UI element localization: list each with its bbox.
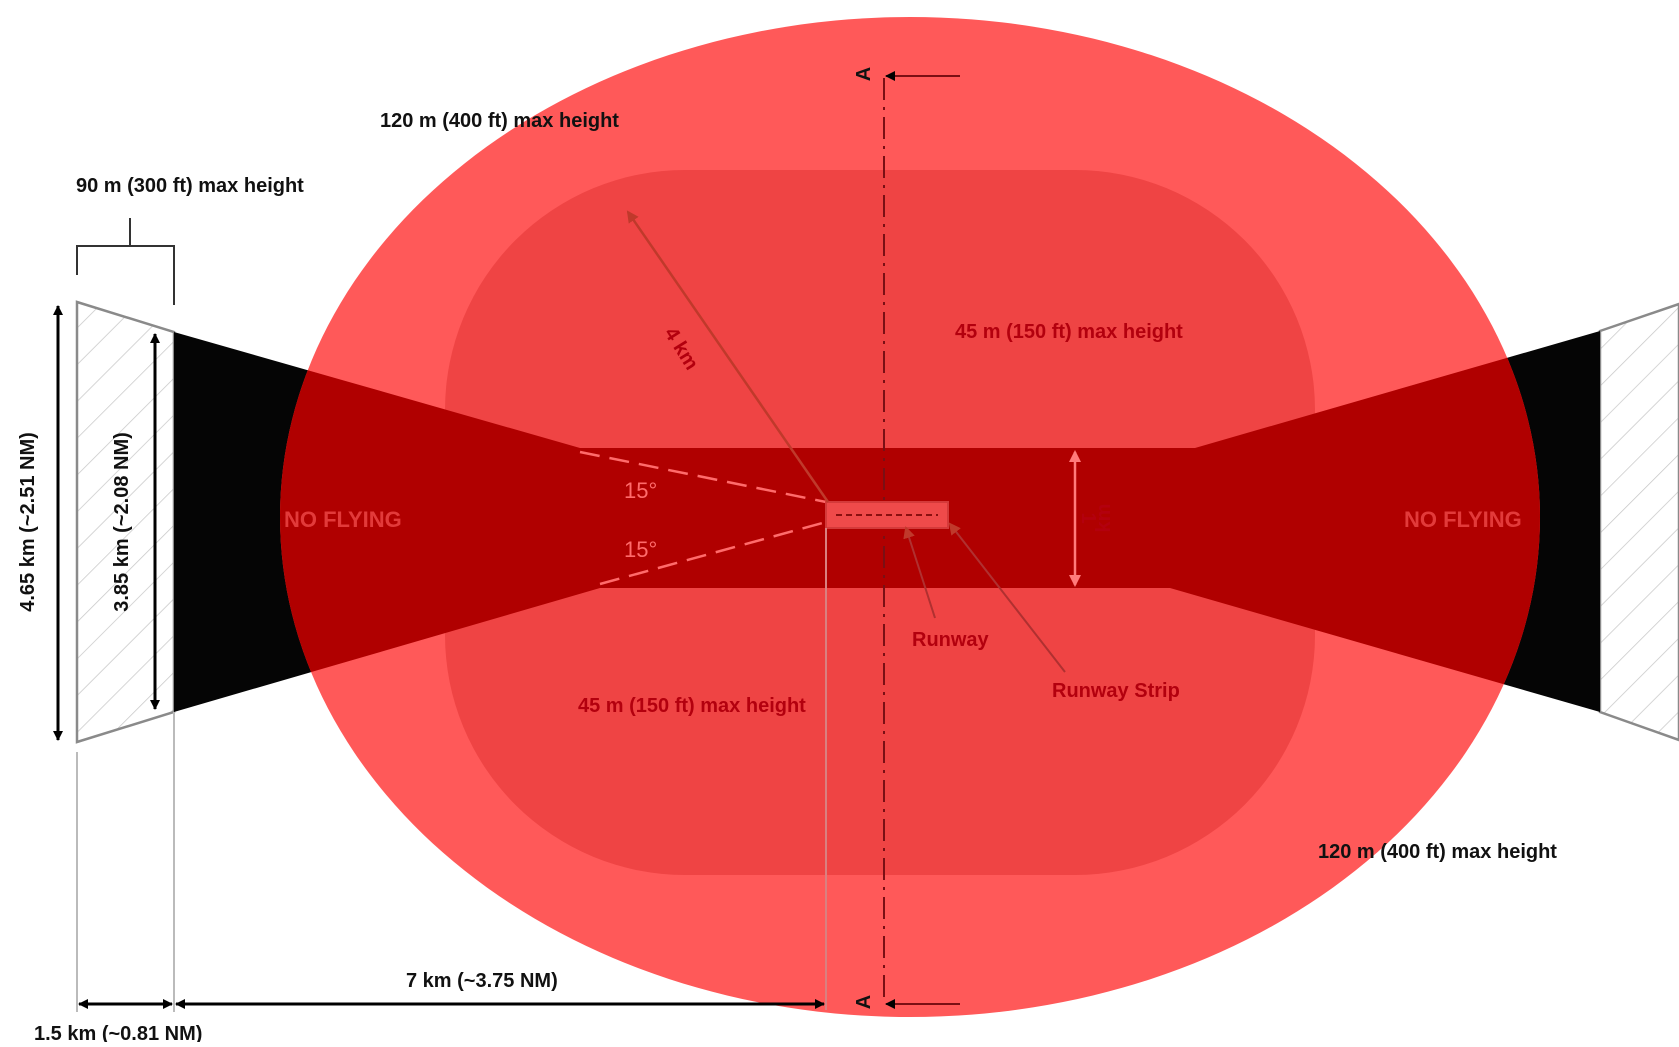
inner-width-label: 3.85 km (~2.08 NM)	[111, 432, 133, 612]
inner-height-label-bottom: 45 m (150 ft) max height	[578, 695, 806, 717]
angle-line-top	[579, 450, 827, 504]
outer-height-label-top: 120 m (400 ft) max height	[380, 110, 619, 132]
outer-width-label: 4.65 km (~2.51 NM)	[17, 432, 39, 612]
runway-label: Runway	[912, 629, 990, 651]
no-flying-label-left: NO FLYING	[284, 507, 402, 532]
outer-height-label-bottom: 120 m (400 ft) max height	[1318, 841, 1557, 863]
strip-width-number: 1	[1077, 512, 1099, 523]
section-label-bottom: A	[853, 995, 875, 1009]
runway-callout-arrow	[903, 526, 936, 619]
section-label-top: A	[853, 67, 875, 81]
approach-height-label: 90 m (300 ft) max height	[76, 175, 304, 197]
angle-label-bottom: 15°	[624, 537, 657, 562]
inner-height-label-top: 45 m (150 ft) max height	[955, 321, 1183, 343]
no-flying-label-right: NO FLYING	[1404, 507, 1522, 532]
approach-height-bracket	[76, 218, 175, 305]
angle-label-top: 15°	[624, 478, 657, 503]
radius-arrow	[626, 210, 830, 503]
hatched-length-label: 1.5 km (~0.81 NM)	[34, 1023, 202, 1042]
right-hatched-zone	[1598, 302, 1679, 742]
approach-distance-label: 7 km (~3.75 NM)	[406, 970, 558, 992]
strip-width-unit: km	[1093, 504, 1115, 533]
runway-strip-callout-arrow	[948, 522, 1066, 673]
angle-line-bottom	[599, 520, 827, 586]
runway-strip-label: Runway Strip	[1052, 680, 1180, 702]
